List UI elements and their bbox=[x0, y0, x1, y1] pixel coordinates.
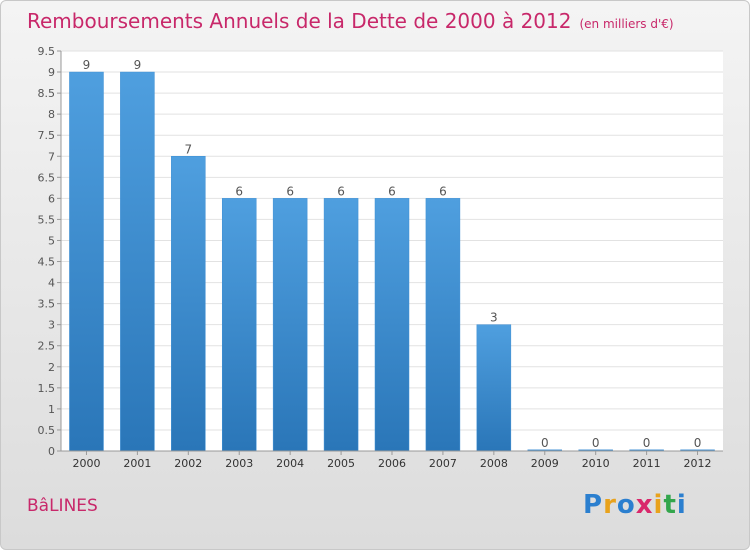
bar bbox=[272, 198, 308, 452]
y-tick-label: 5.5 bbox=[38, 213, 56, 226]
x-tick-label: 2003 bbox=[225, 457, 253, 470]
x-tick-label: 2008 bbox=[480, 457, 508, 470]
bar-value-label: 0 bbox=[541, 436, 549, 450]
bar bbox=[221, 198, 257, 452]
proxiti-logo[interactable]: Proxiti bbox=[583, 490, 687, 520]
bar bbox=[374, 198, 410, 452]
y-tick-label: 7.5 bbox=[38, 129, 56, 142]
logo-letter: i bbox=[676, 490, 687, 520]
bar-value-label: 6 bbox=[388, 184, 396, 198]
chart-header: Remboursements Annuels de la Dette de 20… bbox=[27, 9, 674, 33]
bar-value-label: 9 bbox=[134, 58, 142, 72]
y-tick-label: 6.5 bbox=[38, 171, 56, 184]
y-tick-label: 0.5 bbox=[38, 424, 56, 437]
y-tick-label: 5 bbox=[48, 234, 55, 247]
y-tick-label: 2 bbox=[48, 361, 55, 374]
x-tick-label: 2010 bbox=[582, 457, 610, 470]
logo-letter: i bbox=[653, 490, 664, 520]
bar-value-label: 0 bbox=[694, 436, 702, 450]
bar bbox=[476, 324, 512, 452]
bar bbox=[171, 156, 206, 452]
bar-value-label: 6 bbox=[337, 184, 345, 198]
y-tick-label: 3.5 bbox=[38, 298, 56, 311]
bar-value-label: 7 bbox=[184, 142, 192, 156]
y-tick-label: 6 bbox=[48, 192, 55, 205]
y-tick-label: 1.5 bbox=[38, 382, 56, 395]
x-tick-label: 2012 bbox=[684, 457, 712, 470]
logo-letter: o bbox=[616, 490, 636, 520]
logo-letter: t bbox=[663, 490, 677, 520]
bar bbox=[323, 198, 359, 452]
bar bbox=[120, 71, 155, 452]
bar-value-label: 9 bbox=[83, 58, 91, 72]
x-tick-label: 2004 bbox=[276, 457, 304, 470]
bar-value-label: 6 bbox=[286, 184, 294, 198]
y-tick-label: 9 bbox=[48, 66, 55, 79]
x-tick-label: 2007 bbox=[429, 457, 457, 470]
bar-value-label: 6 bbox=[235, 184, 243, 198]
y-tick-label: 4 bbox=[48, 277, 55, 290]
y-tick-label: 4.5 bbox=[38, 256, 56, 269]
y-tick-label: 3 bbox=[48, 319, 55, 332]
chart-unit: (en milliers d'€) bbox=[579, 17, 674, 31]
y-tick-label: 2.5 bbox=[38, 340, 56, 353]
y-tick-label: 8.5 bbox=[38, 87, 56, 100]
x-tick-label: 2006 bbox=[378, 457, 406, 470]
bar bbox=[69, 71, 104, 452]
y-tick-label: 0 bbox=[48, 445, 55, 458]
x-tick-label: 2005 bbox=[327, 457, 355, 470]
bar-value-label: 0 bbox=[643, 436, 651, 450]
x-tick-label: 2000 bbox=[72, 457, 100, 470]
x-tick-label: 2009 bbox=[531, 457, 559, 470]
y-tick-label: 9.5 bbox=[38, 45, 56, 58]
bar bbox=[425, 198, 461, 452]
x-tick-label: 2001 bbox=[123, 457, 151, 470]
y-tick-label: 8 bbox=[48, 108, 55, 121]
logo-letter: r bbox=[603, 490, 617, 520]
bar-value-label: 0 bbox=[592, 436, 600, 450]
chart-title: Remboursements Annuels de la Dette de 20… bbox=[27, 9, 572, 33]
logo-letter: x bbox=[635, 490, 654, 520]
x-tick-label: 2011 bbox=[633, 457, 661, 470]
bar-value-label: 6 bbox=[439, 184, 447, 198]
y-tick-label: 1 bbox=[48, 403, 55, 416]
logo-letter: P bbox=[583, 490, 604, 520]
bar-value-label: 3 bbox=[490, 311, 498, 325]
y-tick-label: 7 bbox=[48, 150, 55, 163]
x-tick-label: 2002 bbox=[174, 457, 202, 470]
commune-name: BâLINES bbox=[27, 496, 98, 516]
